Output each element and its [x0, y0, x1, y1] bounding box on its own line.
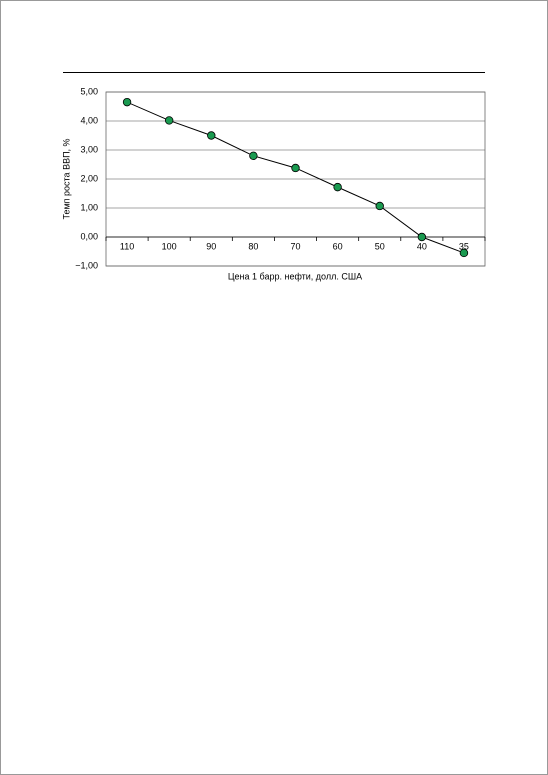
y-tick-label: −1,00: [75, 260, 98, 270]
data-point: [249, 151, 258, 160]
data-point: [291, 163, 300, 173]
x-tick-label: 40: [417, 241, 427, 251]
x-axis-title: Цена 1 барр. нефти, долл. США: [228, 271, 362, 281]
data-point: [417, 232, 427, 242]
y-tick-label: 3,00: [80, 144, 98, 154]
x-tick-label: 60: [333, 241, 343, 251]
x-tick-label: 90: [206, 241, 216, 251]
data-point: [459, 248, 469, 258]
y-axis-title: Темп роста ВВП, %: [61, 138, 71, 219]
data-point: [333, 182, 342, 192]
x-tick-label: 110: [120, 241, 134, 251]
y-tick-label: 4,00: [80, 115, 98, 125]
y-tick-label: 5,00: [80, 86, 98, 96]
data-point: [207, 131, 216, 140]
data-point: [164, 116, 174, 125]
y-tick-label: 1,00: [80, 202, 98, 212]
plot-border: [105, 91, 486, 267]
x-tick-label: 80: [248, 241, 258, 251]
x-tick-label: 50: [375, 241, 385, 251]
data-point: [122, 97, 132, 107]
y-tick-label: 0,00: [80, 231, 98, 241]
x-tick-label: 70: [290, 241, 300, 251]
x-tick-label: 100: [162, 241, 177, 251]
data-point: [375, 201, 384, 211]
y-tick-label: 2,00: [80, 173, 98, 183]
x-tick-label: 35: [459, 241, 469, 251]
